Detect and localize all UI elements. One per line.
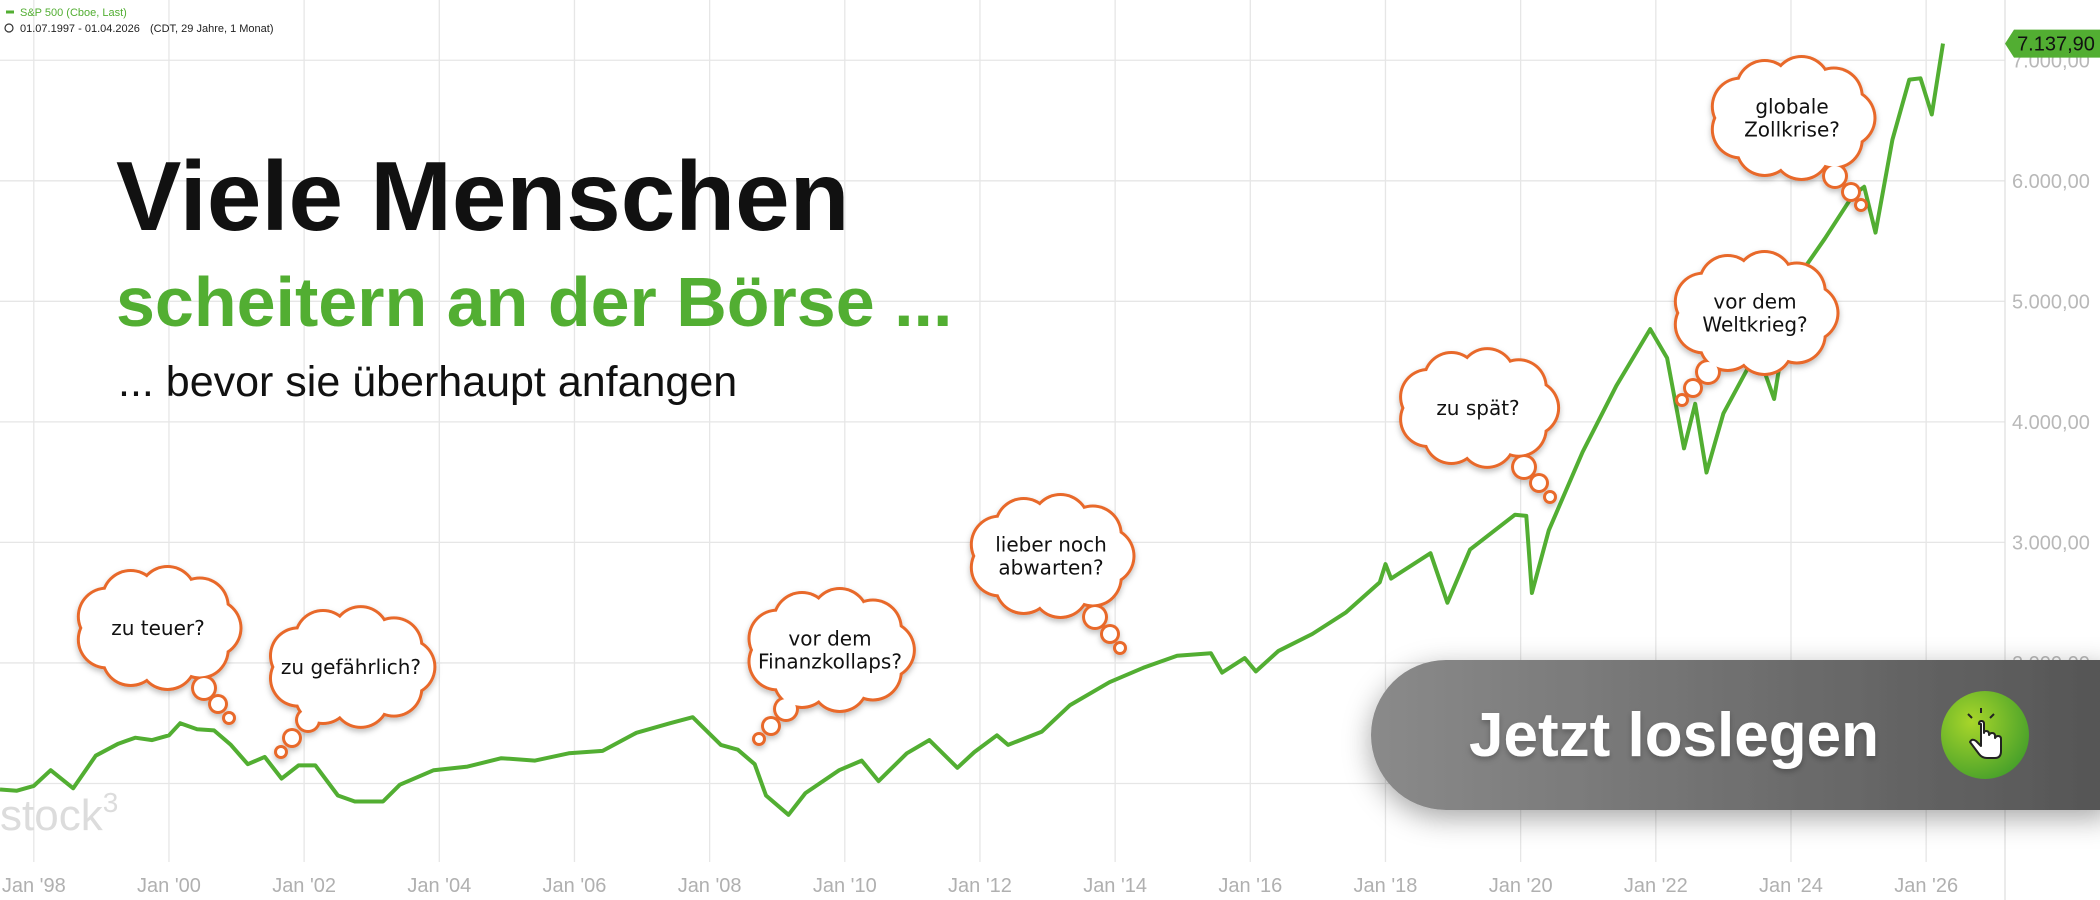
x-tick-label: Jan '98 [2, 875, 66, 897]
y-tick-label: 6.000,00 [2012, 171, 2090, 193]
bubble-trail-fill [1085, 607, 1105, 627]
bubble-fill [99, 591, 217, 665]
bubble-text: vor dem Weltkrieg? [1702, 290, 1807, 337]
brand: stock3 [0, 787, 118, 840]
bubble-fill [291, 631, 411, 703]
bubble-line: abwarten? [998, 556, 1103, 580]
bubble-line: globale [1755, 95, 1828, 119]
bubble-trail-fill [1844, 185, 1858, 199]
bubble-trail-fill [1514, 457, 1534, 477]
bubble-trail-fill [1857, 201, 1865, 209]
brand-sup: 3 [103, 787, 119, 818]
x-tick-label: Jan '06 [543, 875, 607, 897]
headline-title: Viele Menschen [116, 141, 850, 251]
thought-bubble [969, 493, 1136, 655]
y-tick-label: 5.000,00 [2012, 291, 2090, 313]
x-tick-label: Jan '26 [1894, 875, 1958, 897]
bubble-fill [1733, 81, 1851, 155]
x-tick-label: Jan '20 [1489, 875, 1553, 897]
bubble-trail-fill [277, 748, 285, 756]
legend: S&P 500 (Cboe, Last) 01.07.1997 - 01.04.… [4, 7, 274, 35]
x-tick-label: Jan '02 [272, 875, 336, 897]
thought-bubble [268, 605, 437, 759]
range-note: (CDT, 29 Jahre, 1 Monat) [150, 23, 274, 35]
bubble-line: Finanzkollaps? [758, 650, 902, 674]
bubble-trail-fill [755, 735, 763, 743]
last-value-tag: 7.137,90 [2005, 29, 2100, 58]
x-tick-label: Jan '14 [1083, 875, 1147, 897]
bubble-text: globale Zollkrise? [1744, 95, 1840, 142]
bubble-trail-fill [1698, 362, 1718, 382]
x-tick-label: Jan '22 [1624, 875, 1688, 897]
x-tick-label: Jan '00 [137, 875, 201, 897]
bubble-text: zu gefährlich? [281, 655, 421, 679]
thought-bubble [76, 565, 243, 725]
brand-name: stock [0, 791, 104, 840]
thought-bubble [1673, 250, 1840, 407]
bubble-text: lieber noch abwarten? [995, 533, 1107, 580]
cta-button[interactable]: Jetzt loslegen [1371, 660, 2100, 810]
bubble-text: zu spät? [1436, 396, 1519, 420]
bubble-trail-fill [1825, 166, 1845, 186]
bubble-trail-fill [1686, 381, 1700, 395]
bubble-fill [1696, 276, 1814, 350]
bubble-trail-fill [1678, 396, 1686, 404]
last-value-marker [2005, 29, 2100, 58]
bubble-fill [770, 613, 890, 687]
bubble-line: zu gefährlich? [281, 655, 421, 679]
bubble-text: vor dem Finanzkollaps? [758, 627, 902, 674]
bubble-trail-fill [776, 699, 796, 719]
bubble-line: zu teuer? [111, 616, 205, 640]
bubble-trail-fill [1546, 493, 1554, 501]
x-tick-label: Jan '24 [1759, 875, 1823, 897]
button-label[interactable]: Jetzt loslegen [1469, 701, 1879, 770]
bubble-line: vor dem [788, 627, 871, 651]
headline-tagline: ... bevor sie überhaupt anfangen [118, 358, 737, 406]
bubble-trail-fill [211, 697, 225, 711]
x-tick-label: Jan '04 [407, 875, 471, 897]
bubble-fill [992, 519, 1110, 593]
bubble-text: zu teuer? [111, 616, 205, 640]
plot: 7.137,90 [0, 29, 2100, 817]
bubble-trail-fill [764, 719, 778, 733]
button-body[interactable] [1371, 660, 2100, 810]
x-tick-label: Jan '12 [948, 875, 1012, 897]
x-tick-label: Jan '08 [678, 875, 742, 897]
legend-label: S&P 500 (Cboe, Last) [20, 7, 127, 19]
bubble-line: Weltkrieg? [1702, 313, 1807, 337]
bubble-line: lieber noch [995, 533, 1107, 557]
bubble-line: vor dem [1713, 290, 1796, 314]
thought-bubble [1710, 55, 1877, 212]
headline-subtitle: scheitern an der Börse ... [116, 263, 952, 341]
headline: Viele Menschen scheitern an der Börse ..… [116, 141, 952, 406]
y-tick-label: 4.000,00 [2012, 412, 2090, 434]
bubble-trail-fill [225, 714, 233, 722]
bubble-trail-fill [298, 710, 318, 730]
y-tick-label: 3.000,00 [2012, 532, 2090, 554]
bubble-trail-fill [194, 678, 214, 698]
x-tick-label: Jan '18 [1354, 875, 1418, 897]
range-label: 01.07.1997 - 01.04.2026 [20, 23, 140, 35]
bubble-line: zu spät? [1436, 396, 1519, 420]
x-tick-label: Jan '16 [1218, 875, 1282, 897]
x-tick-label: Jan '10 [813, 875, 877, 897]
click-rays [1967, 708, 1995, 719]
series-line [0, 43, 1945, 817]
thought-bubble [747, 587, 916, 746]
bubble-fill [1421, 372, 1535, 444]
clock-icon [4, 23, 14, 33]
bubble-trail-fill [1116, 644, 1124, 652]
thought-bubble [1399, 347, 1561, 504]
bubble-trail-fill [285, 731, 299, 745]
bubble-line: Zollkrise? [1744, 118, 1840, 142]
last-value-label: 7.137,90 [2017, 34, 2095, 56]
bubble-trail-fill [1532, 476, 1546, 490]
annotations: zu teuer?zu gefährlich?vor dem Finanzkoll… [76, 55, 1877, 759]
bubble-trail-fill [1103, 627, 1117, 641]
hand-icon [1969, 720, 2002, 759]
